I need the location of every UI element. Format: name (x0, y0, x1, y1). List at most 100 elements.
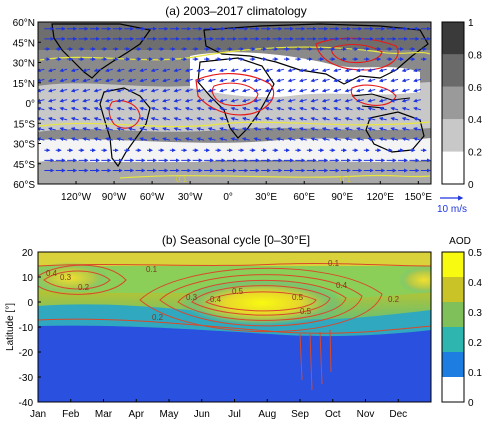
colorbar-tick-label: 0 (468, 180, 474, 191)
colorbar-tick-label: 0 (468, 398, 474, 409)
wind-arrow (356, 106, 364, 111)
x-tick-label: 60°E (293, 192, 315, 203)
wind-arrow (38, 127, 45, 131)
wind-arrow (116, 116, 125, 121)
wind-arrow (207, 137, 216, 142)
wind-arrow (196, 137, 205, 142)
wind-arrow (264, 127, 273, 131)
wind-arrow (196, 116, 205, 121)
month-label: Feb (62, 409, 80, 420)
wind-arrow (401, 78, 410, 83)
wind-arrow (310, 116, 319, 121)
wind-arrow (184, 116, 193, 121)
wind-arrow (93, 137, 102, 142)
colorbar-segment (442, 54, 464, 87)
y-tick-label: 10 (22, 273, 34, 284)
wind-arrow (219, 78, 228, 83)
wind-arrow (162, 127, 170, 131)
wind-arrow (139, 88, 148, 93)
wind-arrow (299, 68, 307, 73)
wind-arrow (207, 78, 216, 83)
wind-arrow (299, 78, 307, 83)
month-label: Jan (30, 409, 46, 420)
wind-arrow (390, 88, 399, 93)
wind-arrow (127, 88, 136, 93)
wind-arrow (413, 98, 421, 103)
wind-arrow (333, 106, 342, 111)
wind-arrow (59, 88, 68, 93)
y-tick-label: -40 (19, 398, 34, 409)
wind-arrow (127, 78, 136, 83)
wind-arrow (344, 78, 353, 83)
wind-arrow (116, 88, 125, 93)
wind-arrow (219, 127, 228, 131)
wind-arrow (287, 68, 296, 73)
wind-arrow (390, 127, 399, 131)
panel-a-title: (a) 2003–2017 climatology (165, 4, 306, 18)
wind-arrow (310, 98, 319, 103)
aod-band-south-ocean (38, 162, 431, 184)
wind-arrow (70, 127, 79, 131)
wind-arrow (59, 98, 68, 103)
wind-arrow (59, 127, 68, 131)
wind-arrow (241, 116, 250, 121)
wind-arrow (70, 106, 79, 111)
panel-a-colorbar: 0 0.2 0.4 0.6 0.8 1 (441, 18, 482, 191)
wind-arrow (310, 137, 319, 142)
wind-arrow (70, 137, 79, 142)
wind-arrow (264, 78, 273, 83)
wind-arrow (47, 98, 56, 103)
colorbar-frame (441, 21, 465, 185)
contour-label: 0.5 (292, 293, 304, 302)
y-tick-label: 20 (22, 248, 34, 259)
wind-arrow (344, 98, 353, 103)
wind-arrow (207, 98, 216, 103)
month-label: Nov (357, 409, 375, 420)
wind-arrow (173, 98, 182, 103)
contour-label: 0.4 (336, 281, 348, 290)
wind-arrow (230, 78, 239, 83)
wind-arrow (310, 78, 319, 83)
wind-arrow (378, 116, 387, 121)
wind-arrow (139, 137, 148, 142)
wind-arrow (184, 88, 193, 93)
wind-arrow (38, 98, 45, 103)
wind-arrow (219, 116, 228, 121)
wind-arrow (321, 98, 330, 103)
wind-arrow (127, 68, 136, 73)
wind-arrow (367, 137, 376, 142)
wind-arrow (333, 88, 342, 93)
wind-arrow (93, 127, 102, 131)
wind-arrow (253, 78, 262, 83)
wind-arrow (413, 106, 421, 111)
panel-b-colorbar-label: AOD (449, 236, 471, 247)
wind-arrow (344, 106, 353, 111)
eurasia-outline (203, 23, 429, 85)
wind-arrow (310, 68, 319, 73)
wind-arrow (264, 137, 273, 142)
wind-arrow (401, 127, 410, 131)
contour-label: 0.2 (388, 295, 400, 304)
wind-arrow (401, 116, 410, 121)
wind-arrow (139, 98, 148, 103)
wind-arrow (196, 98, 205, 103)
y-tick-label: -10 (19, 323, 34, 334)
panel-b-x-ticks: Jan Feb Mar Apr May Jun Jul Aug Sep Oct Nov Dec (30, 399, 407, 420)
panel-b-title: (b) Seasonal cycle [0–30°E] (162, 233, 310, 247)
x-tick-label: 0° (223, 192, 233, 203)
wind-arrow (321, 88, 330, 93)
aod-field-southern-low (38, 322, 431, 402)
colorbar-segment (442, 277, 464, 303)
colorbar-segment (442, 302, 464, 328)
wind-arrow (378, 106, 387, 111)
colorbar-segment (442, 377, 464, 402)
wind-arrow (356, 98, 364, 103)
wind-arrow (230, 88, 239, 93)
wind-arrow (150, 88, 159, 93)
x-tick-label: 90°E (331, 192, 353, 203)
wind-arrow (241, 68, 250, 73)
x-tick-label: 150°E (405, 192, 433, 203)
wind-arrow (413, 68, 421, 73)
contour-label: 0.5 (232, 287, 244, 296)
contour-djf-outer (38, 264, 127, 295)
